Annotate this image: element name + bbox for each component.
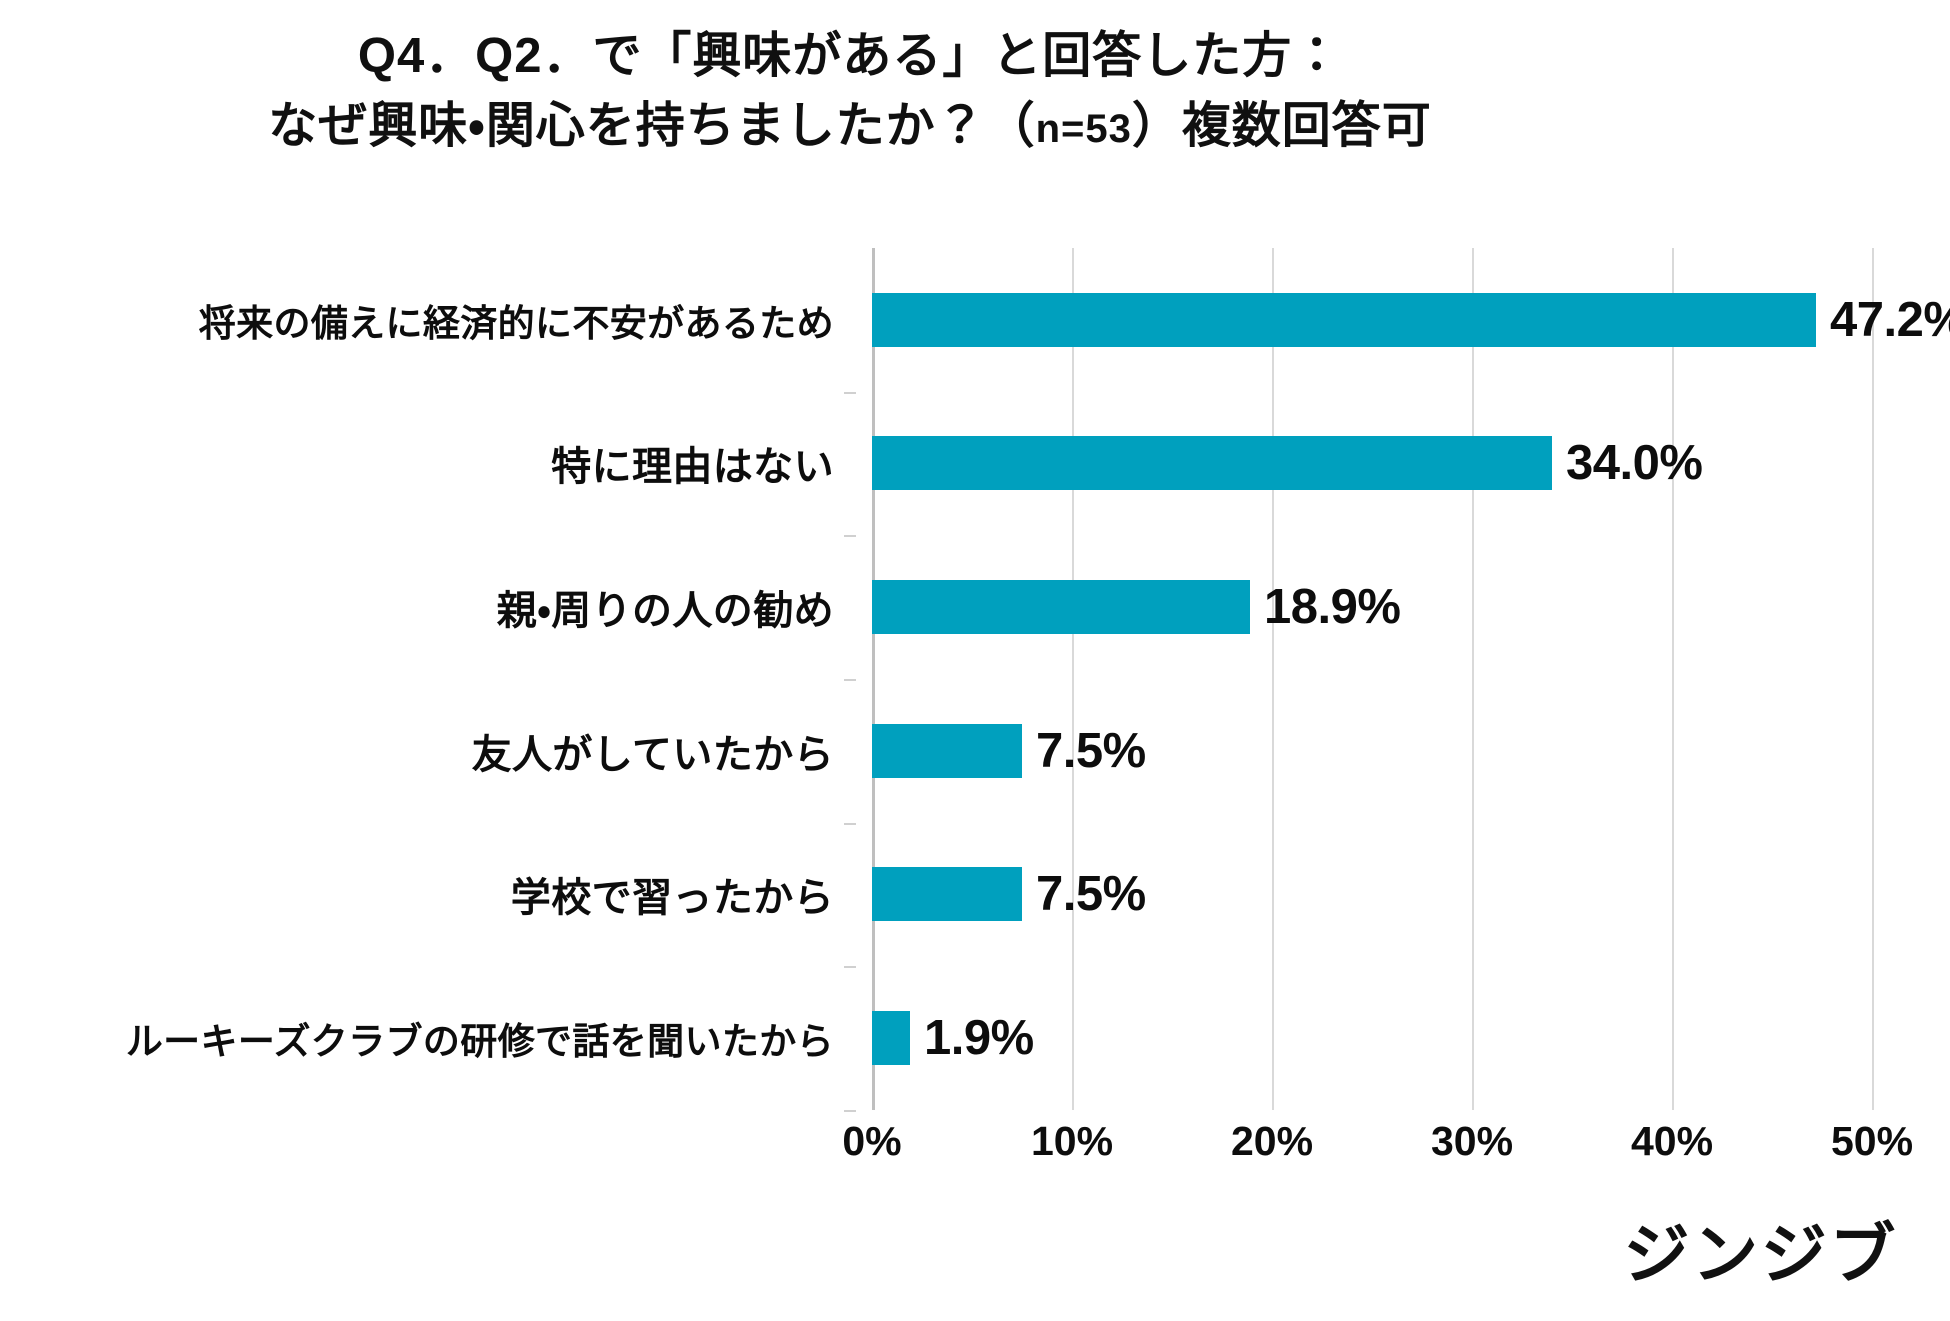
bar xyxy=(872,867,1022,922)
chart-title: Q4．Q2．で「興味がある」と回答した方： なぜ興味・関心を持ちましたか？（n=… xyxy=(0,22,1700,161)
bars-layer: 47.2% 34.0% 18.9% 7.5% 7.5% 1.9% xyxy=(872,248,1950,1110)
bar-row: 47.2% xyxy=(872,248,1950,392)
x-axis-tick-label: 20% xyxy=(1230,1118,1314,1164)
y-axis-tick xyxy=(844,822,856,825)
chart-title-line-1: Q4．Q2．で「興味がある」と回答した方： xyxy=(357,29,1343,83)
bar xyxy=(872,292,1816,347)
x-axis-tick-label: 10% xyxy=(1030,1118,1114,1164)
chart-title-line-2-tail: ）複数回答可 xyxy=(1131,98,1432,153)
chart-title-line-2-main: なぜ興味・関心を持ちましたか？（ xyxy=(268,98,1036,153)
y-axis-tick xyxy=(844,679,856,681)
bar-value-label: 7.5% xyxy=(1036,723,1146,778)
chart-title-line-2: なぜ興味・関心を持ちましたか？（n=53）複数回答可 xyxy=(0,92,1700,162)
axis-line-zero xyxy=(872,248,875,1110)
bar-value-label: 1.9% xyxy=(924,1011,1034,1066)
bar-row: 1.9% xyxy=(872,966,1872,1110)
bar-value-label: 34.0% xyxy=(1566,436,1703,491)
gridline-40 xyxy=(1672,248,1674,1110)
gridline-20 xyxy=(1272,248,1274,1110)
bar-value-label: 7.5% xyxy=(1036,867,1146,922)
gridline-10 xyxy=(1072,248,1074,1110)
y-axis-tick xyxy=(844,391,856,394)
category-label: 特に理由はない xyxy=(551,445,834,490)
brand-logo: ジンジブ xyxy=(1623,1217,1898,1291)
x-axis: 0% 10% 20% 30% 40% 50% xyxy=(842,1118,1913,1178)
category-label: ルーキーズクラブの研修で話を聞いたから xyxy=(125,1021,834,1063)
bar-value-label: 47.2% xyxy=(1830,292,1950,347)
y-axis-tick xyxy=(844,966,856,969)
category-label: 親・周りの人の勧め xyxy=(496,589,834,634)
x-axis-tick-label: 40% xyxy=(1630,1118,1714,1164)
category-label: 学校で習ったから xyxy=(510,876,834,921)
bar-row: 18.9% xyxy=(872,535,1872,679)
category-label: 友人がしていたから xyxy=(471,732,834,777)
x-axis-tick-label: 50% xyxy=(1830,1118,1914,1164)
plot-area: 47.2% 34.0% 18.9% 7.5% 7.5% 1.9% xyxy=(872,248,1950,1110)
y-axis-tick xyxy=(844,1110,856,1112)
bar xyxy=(872,1011,910,1066)
chart-sample-size: n=53 xyxy=(1035,106,1132,151)
category-label: 将来の備えに経済的に不安があるため xyxy=(198,302,834,344)
category-axis: 将来の備えに経済的に不安があるため特に理由はない親・周りの人の勧め友人がしていた… xyxy=(0,248,856,1112)
bar xyxy=(872,436,1552,491)
gridline-50 xyxy=(1872,248,1874,1110)
bar-row: 7.5% xyxy=(872,823,1872,967)
bar-row: 34.0% xyxy=(872,392,1872,536)
gridline-30 xyxy=(1472,248,1474,1110)
x-axis-tick-label: 0% xyxy=(842,1118,902,1164)
bar-value-label: 18.9% xyxy=(1264,580,1401,635)
bar xyxy=(872,723,1022,778)
bar xyxy=(872,580,1250,635)
bar-row: 7.5% xyxy=(872,679,1872,823)
x-axis-tick-label: 30% xyxy=(1430,1118,1514,1164)
y-axis-tick xyxy=(844,535,856,538)
